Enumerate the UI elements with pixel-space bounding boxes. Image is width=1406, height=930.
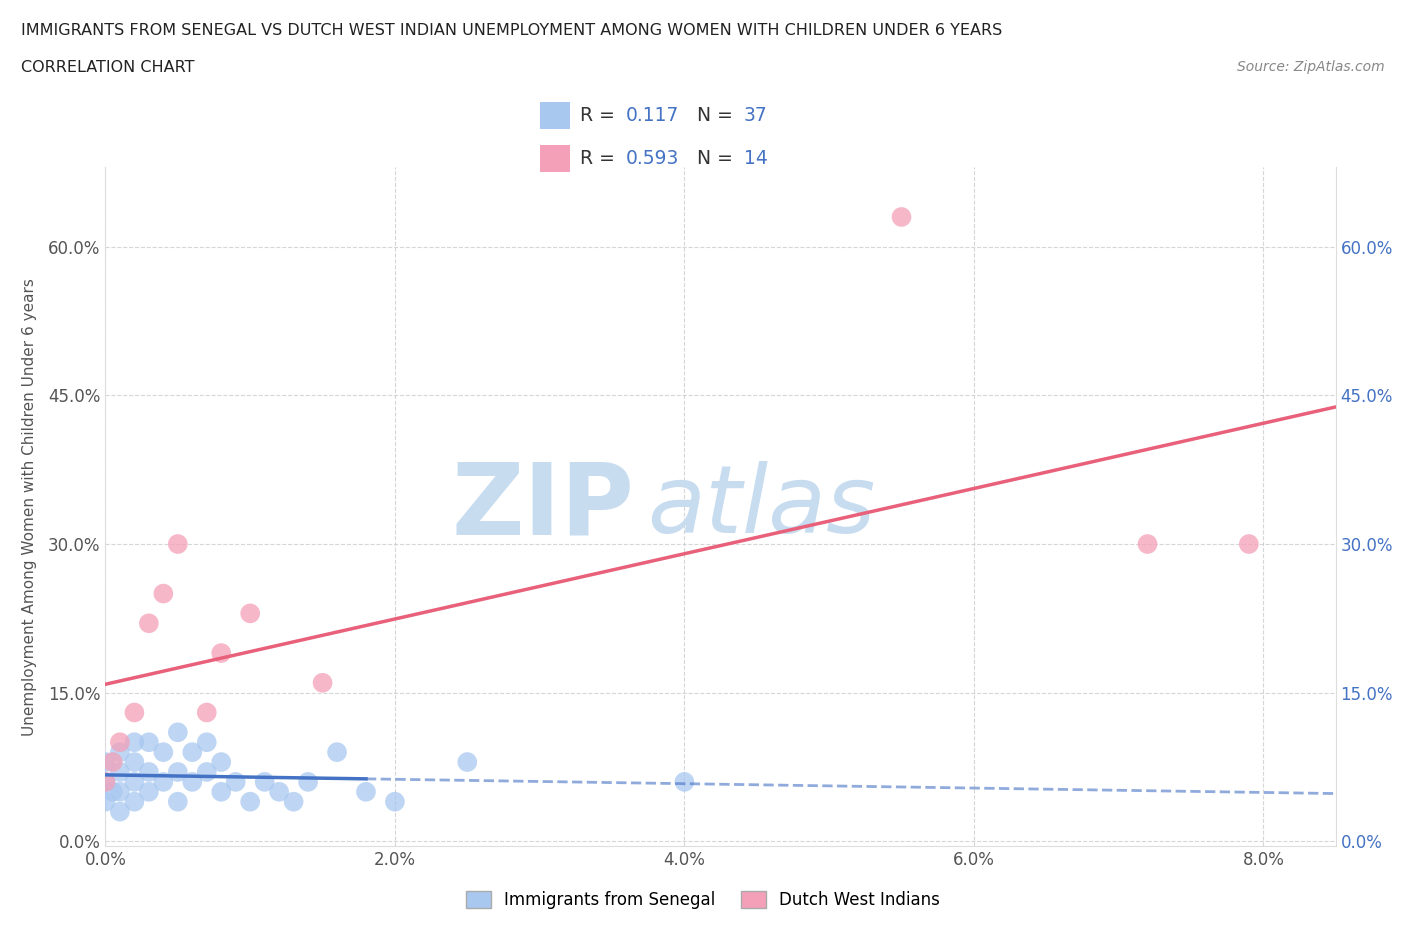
Point: [283, 794, 305, 809]
Point: [108, 764, 131, 779]
Point: [311, 675, 333, 690]
Text: N =: N =: [697, 149, 733, 168]
Point: [138, 764, 160, 779]
Point: [209, 645, 232, 660]
Text: ZIP: ZIP: [451, 458, 634, 555]
Point: [166, 537, 188, 551]
Point: [94, 775, 117, 790]
Point: [195, 735, 218, 750]
Point: [195, 764, 218, 779]
Point: [1136, 537, 1159, 551]
Text: 14: 14: [744, 149, 768, 168]
Point: [124, 705, 146, 720]
Point: [152, 745, 174, 760]
Point: [101, 784, 124, 799]
Point: [108, 804, 131, 819]
Point: [890, 209, 912, 224]
Point: [108, 745, 131, 760]
Point: [152, 775, 174, 790]
Y-axis label: Unemployment Among Women with Children Under 6 years: Unemployment Among Women with Children U…: [22, 278, 37, 736]
Text: CORRELATION CHART: CORRELATION CHART: [21, 60, 194, 75]
Text: Source: ZipAtlas.com: Source: ZipAtlas.com: [1237, 60, 1385, 74]
Point: [108, 784, 131, 799]
Point: [138, 784, 160, 799]
Point: [239, 794, 262, 809]
Text: N =: N =: [697, 106, 733, 126]
FancyBboxPatch shape: [540, 145, 569, 172]
Point: [326, 745, 349, 760]
Point: [673, 775, 696, 790]
Legend: Immigrants from Senegal, Dutch West Indians: Immigrants from Senegal, Dutch West Indi…: [458, 883, 948, 917]
Point: [181, 745, 204, 760]
Point: [94, 775, 117, 790]
Point: [195, 705, 218, 720]
Point: [456, 754, 478, 769]
Text: R =: R =: [581, 149, 614, 168]
Text: 37: 37: [744, 106, 768, 126]
FancyBboxPatch shape: [540, 102, 569, 129]
Point: [209, 784, 232, 799]
Point: [124, 775, 146, 790]
Point: [94, 794, 117, 809]
Point: [354, 784, 377, 799]
Point: [124, 735, 146, 750]
Point: [166, 794, 188, 809]
Point: [239, 606, 262, 621]
Text: 0.117: 0.117: [626, 106, 679, 126]
Text: 0.593: 0.593: [626, 149, 679, 168]
Point: [225, 775, 247, 790]
Point: [166, 724, 188, 739]
Point: [124, 754, 146, 769]
Point: [152, 586, 174, 601]
Text: atlas: atlas: [647, 461, 875, 552]
Text: IMMIGRANTS FROM SENEGAL VS DUTCH WEST INDIAN UNEMPLOYMENT AMONG WOMEN WITH CHILD: IMMIGRANTS FROM SENEGAL VS DUTCH WEST IN…: [21, 23, 1002, 38]
Point: [297, 775, 319, 790]
Point: [384, 794, 406, 809]
Point: [138, 735, 160, 750]
Point: [124, 794, 146, 809]
Point: [1237, 537, 1260, 551]
Point: [269, 784, 291, 799]
Point: [108, 735, 131, 750]
Point: [181, 775, 204, 790]
Point: [253, 775, 276, 790]
Text: R =: R =: [581, 106, 614, 126]
Point: [166, 764, 188, 779]
Point: [101, 754, 124, 769]
Point: [209, 754, 232, 769]
Point: [138, 616, 160, 631]
Point: [94, 754, 117, 769]
